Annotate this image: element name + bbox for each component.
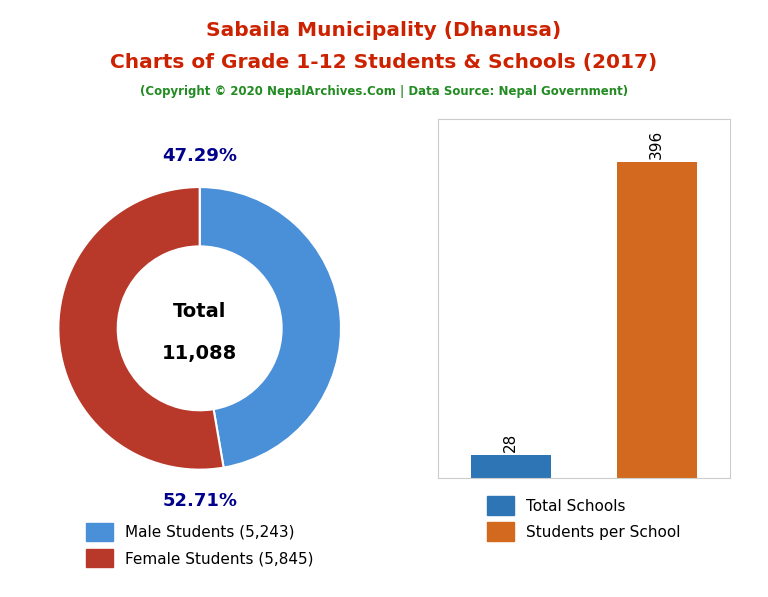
Text: Total: Total [173, 302, 227, 321]
Text: 11,088: 11,088 [162, 344, 237, 364]
Legend: Male Students (5,243), Female Students (5,845): Male Students (5,243), Female Students (… [78, 515, 322, 575]
Bar [471, 456, 551, 478]
Text: 52.71%: 52.71% [162, 492, 237, 510]
Text: 28: 28 [503, 433, 518, 452]
Text: (Copyright © 2020 NepalArchives.Com | Data Source: Nepal Government): (Copyright © 2020 NepalArchives.Com | Da… [140, 85, 628, 98]
Wedge shape [200, 187, 341, 467]
Text: Charts of Grade 1-12 Students & Schools (2017): Charts of Grade 1-12 Students & Schools … [111, 53, 657, 72]
Text: 396: 396 [649, 130, 664, 159]
Legend: Total Schools, Students per School: Total Schools, Students per School [479, 488, 688, 549]
Bar [617, 162, 697, 478]
Text: Sabaila Municipality (Dhanusa): Sabaila Municipality (Dhanusa) [207, 21, 561, 40]
Wedge shape [58, 187, 223, 470]
Text: 47.29%: 47.29% [162, 147, 237, 165]
